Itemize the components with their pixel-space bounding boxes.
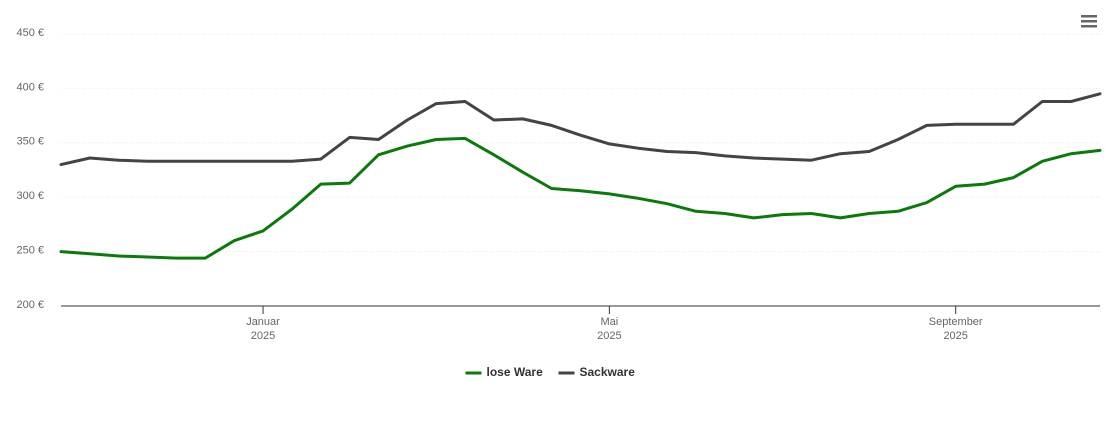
y-tick-label: 200 € bbox=[16, 299, 44, 311]
series-line bbox=[59, 92, 1102, 167]
y-tick-label: 250 € bbox=[16, 245, 44, 257]
legend-item[interactable]: Sackware bbox=[558, 365, 636, 379]
menu-bar bbox=[1081, 15, 1097, 18]
y-tick-label: 300 € bbox=[16, 190, 44, 202]
x-tick-label: September 2025 bbox=[928, 316, 983, 342]
x-tick-label: Januar 2025 bbox=[246, 316, 280, 342]
menu-bar bbox=[1081, 25, 1097, 28]
menu-button[interactable] bbox=[1078, 10, 1100, 32]
legend-label: lose Ware bbox=[487, 365, 544, 379]
series-line bbox=[59, 136, 1102, 260]
x-tick-label: Mai 2025 bbox=[597, 316, 622, 342]
legend-item[interactable]: lose Ware bbox=[465, 365, 544, 379]
y-tick-label: 400 € bbox=[16, 81, 44, 93]
legend-label: Sackware bbox=[580, 365, 636, 379]
menu-bar bbox=[1081, 20, 1097, 23]
y-tick-label: 450 € bbox=[16, 27, 44, 39]
y-tick-label: 350 € bbox=[16, 136, 44, 148]
